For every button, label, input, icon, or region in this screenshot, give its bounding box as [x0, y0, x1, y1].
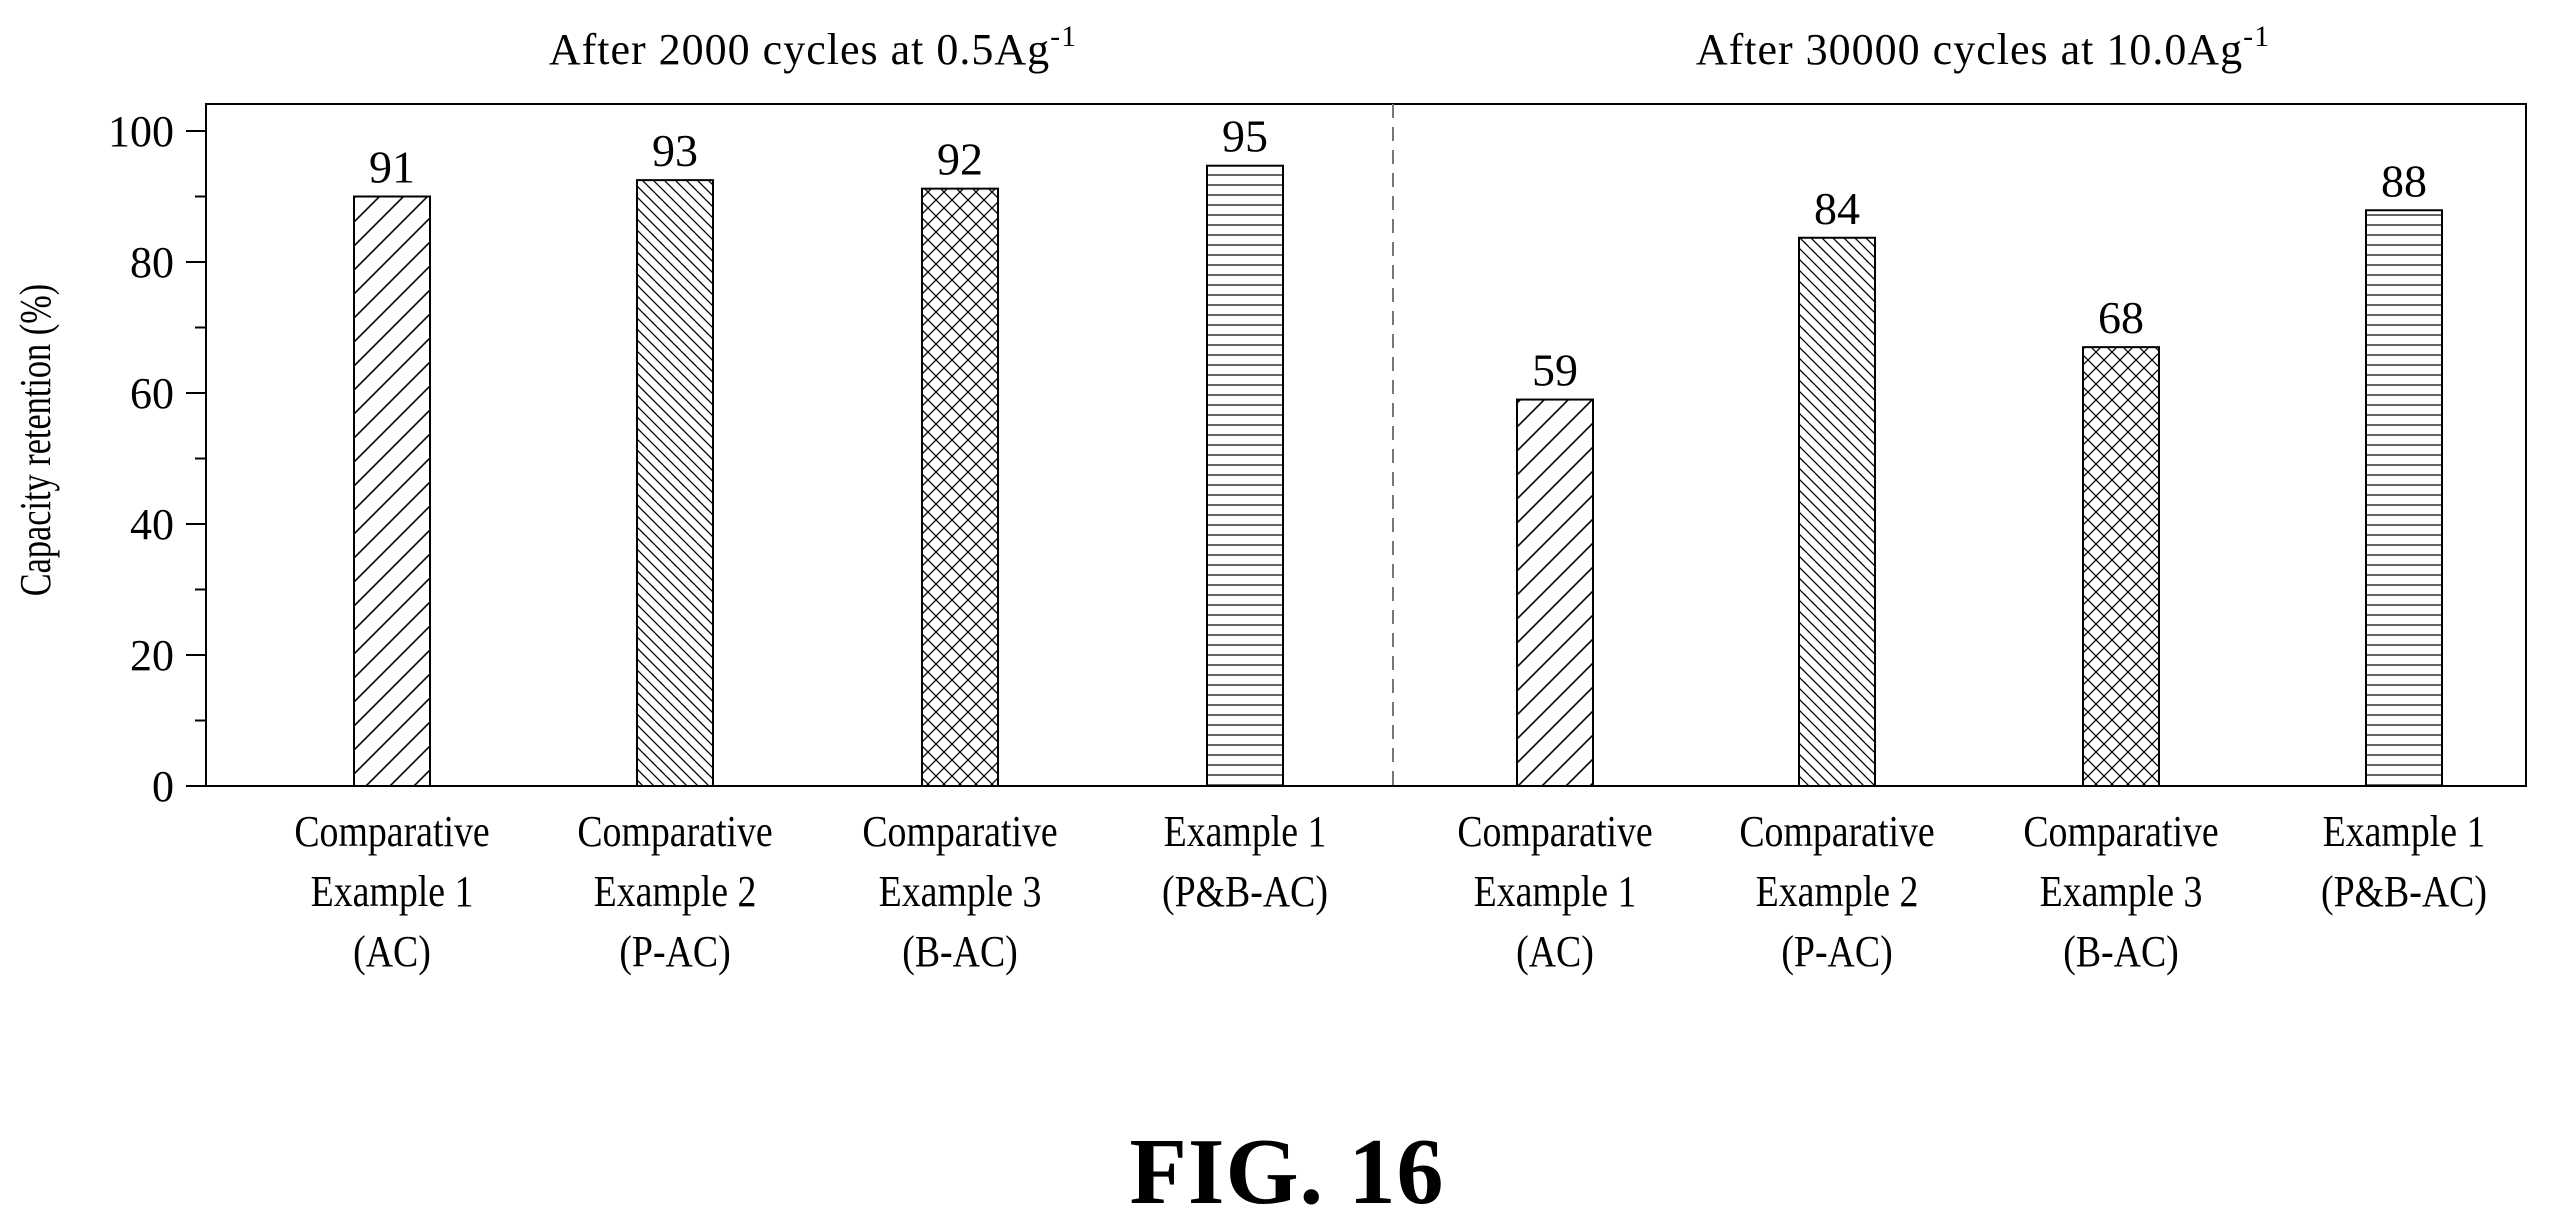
x-tick-labels: Comparative Example 1 (AC) Comparative Examp… — [294, 806, 2487, 975]
x-tick-label: Comparative — [577, 806, 772, 855]
data-label: 92 — [937, 134, 983, 185]
group-title: After 2000 cycles at 0.5Ag-1 — [549, 20, 1077, 74]
x-tick-label: (P&B-AC) — [1162, 866, 1328, 915]
bar — [1798, 236, 1876, 787]
data-labels: 91 93 92 95 59 84 68 88 — [369, 111, 2427, 396]
group-title: After 30000 cycles at 10.0Ag-1 — [1696, 20, 2270, 74]
x-tick-label: Comparative — [2023, 806, 2218, 855]
bars — [353, 164, 2443, 787]
x-tick-label: (B-AC) — [902, 926, 1018, 975]
group-title-superscript: -1 — [2243, 20, 2270, 53]
bar — [2082, 346, 2160, 787]
figure-caption: FIG. 16 — [1129, 1120, 1445, 1224]
y-tick-label: 100 — [108, 107, 174, 156]
capacity-retention-chart: 0 20 40 60 80 100 91 93 92 95 59 84 68 88 Comparativ… — [11, 20, 2527, 976]
data-label: 59 — [1532, 345, 1578, 396]
data-label: 84 — [1814, 183, 1860, 234]
x-tick-label: (B-AC) — [2063, 926, 2179, 975]
y-tick-label: 20 — [130, 631, 174, 680]
data-label: 88 — [2381, 155, 2427, 206]
x-tick-label: Example 1 — [2323, 806, 2486, 855]
x-tick-label: (AC) — [1516, 926, 1594, 975]
x-tick-label: (P-AC) — [1781, 926, 1892, 975]
data-label: 93 — [652, 125, 698, 176]
bar — [636, 179, 714, 787]
data-label: 68 — [2098, 292, 2144, 343]
group-title-superscript: -1 — [1050, 20, 1077, 53]
x-tick-label: (AC) — [353, 926, 431, 975]
y-tick-label: 80 — [130, 238, 174, 287]
group-titles: After 2000 cycles at 0.5Ag-1 After 30000 … — [549, 20, 2270, 74]
data-label: 95 — [1222, 111, 1268, 162]
data-label: 91 — [369, 142, 415, 193]
x-tick-label: Example 1 — [1474, 866, 1637, 915]
x-tick-label: Comparative — [1739, 806, 1934, 855]
x-tick-label: Example 1 — [1164, 806, 1327, 855]
x-tick-label: Comparative — [1457, 806, 1652, 855]
x-tick-label: Example 2 — [1756, 866, 1919, 915]
bar — [353, 195, 431, 787]
bar — [2365, 209, 2443, 787]
x-tick-label: (P&B-AC) — [2321, 866, 2487, 915]
x-tick-label: Example 1 — [311, 866, 474, 915]
x-tick-label: Example 3 — [2040, 866, 2203, 915]
x-tick-label: Comparative — [862, 806, 1057, 855]
x-tick-label: Example 3 — [879, 866, 1042, 915]
x-tick-label: Example 2 — [594, 866, 757, 915]
y-tick-label: 60 — [130, 369, 174, 418]
y-tick-label: 40 — [130, 500, 174, 549]
bar — [1516, 398, 1594, 787]
y-tick-label: 0 — [152, 762, 174, 811]
plot-border — [205, 103, 2527, 787]
x-tick-label: Comparative — [294, 806, 489, 855]
bar — [921, 187, 999, 787]
bar — [1206, 164, 1284, 787]
plot-frame — [205, 103, 2527, 787]
y-axis-label: Capacity retention (%) — [11, 284, 60, 596]
x-tick-label: (P-AC) — [619, 926, 730, 975]
y-axis: 0 20 40 60 80 100 — [108, 107, 206, 811]
